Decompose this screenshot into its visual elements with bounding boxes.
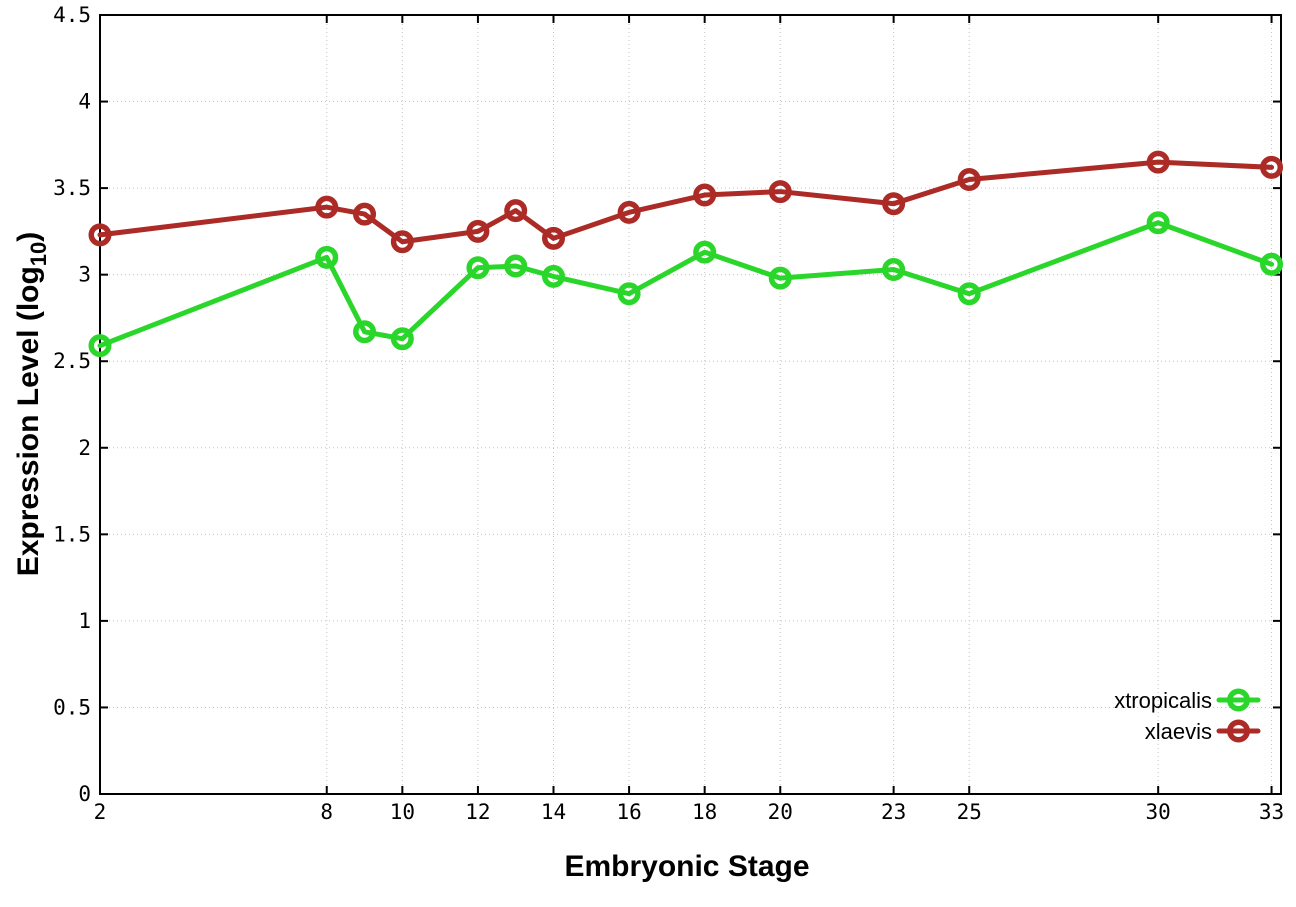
x-tick-label: 23 <box>881 800 906 824</box>
y-tick-label: 1.5 <box>53 522 91 546</box>
series-markers-xlaevis <box>88 150 1284 254</box>
data-point-marker-xtropicalis <box>88 334 112 358</box>
data-point-marker-xlaevis <box>504 199 528 223</box>
series-line-xtropicalis <box>97 220 1275 349</box>
x-axis-title: Embryonic Stage <box>564 850 809 883</box>
legend-label-xlaevis: xlaevis <box>1145 719 1212 744</box>
data-point-marker-xlaevis <box>390 230 414 254</box>
data-point-marker-xlaevis <box>88 223 112 247</box>
x-tick-label: 25 <box>957 800 982 824</box>
data-point-marker-xlaevis <box>617 200 641 224</box>
legend-sample-marker-xtropicalis <box>1227 688 1250 712</box>
data-point-marker-xtropicalis <box>542 264 566 288</box>
y-tick-label: 2.5 <box>53 349 91 373</box>
y-tick-label: 0.5 <box>53 695 91 719</box>
x-tick-label: 30 <box>1146 800 1171 824</box>
y-tick-label: 0 <box>78 782 91 806</box>
legend-entry-xlaevis: xlaevis <box>1145 719 1261 744</box>
series-line-xlaevis <box>97 159 1275 245</box>
data-point-marker-xtropicalis <box>693 240 717 264</box>
x-tick-label: 16 <box>616 800 641 824</box>
x-tick-label: 2 <box>94 800 107 824</box>
data-point-marker-xlaevis <box>693 183 717 207</box>
x-tick-label: 12 <box>465 800 490 824</box>
data-point-marker-xlaevis <box>1260 155 1284 179</box>
data-point-marker-xtropicalis <box>768 266 792 290</box>
data-point-marker-xtropicalis <box>882 257 906 281</box>
x-tick-label: 14 <box>541 800 566 824</box>
x-tick-label: 18 <box>692 800 717 824</box>
y-axis-title: Expression Level (log10) <box>12 232 51 577</box>
x-tick-label: 33 <box>1259 800 1284 824</box>
data-point-marker-xlaevis <box>957 167 981 191</box>
data-point-marker-xtropicalis <box>1146 211 1170 235</box>
grid-lines <box>99 14 1280 795</box>
chart-generated-content: 2 8 10 12 14 16 18 20 23 25 30 33 0 0.5 1 1.5 2 2.5 3 3.5 4 4… <box>53 3 1284 824</box>
legend-entry-xtropicalis: xtropicalis <box>1114 688 1261 713</box>
data-point-marker-xlaevis <box>466 219 490 243</box>
data-point-marker-xtropicalis <box>1260 252 1284 276</box>
y-tick-label: 3.5 <box>53 176 91 200</box>
data-point-marker-xtropicalis <box>390 327 414 351</box>
data-point-marker-xlaevis <box>882 192 906 216</box>
data-point-marker-xlaevis <box>768 180 792 204</box>
x-tick-label: 10 <box>390 800 415 824</box>
legend: xtropicalis xlaevis <box>1114 688 1261 744</box>
y-tick-label: 1 <box>78 609 91 633</box>
data-point-marker-xtropicalis <box>957 282 981 306</box>
data-point-marker-xlaevis <box>1146 150 1170 174</box>
axis-ticks <box>99 14 1281 795</box>
y-tick-label: 2 <box>78 436 91 460</box>
data-point-marker-xtropicalis <box>617 282 641 306</box>
data-point-marker-xlaevis <box>542 226 566 250</box>
plot-border <box>99 14 1282 795</box>
data-point-marker-xlaevis <box>353 202 377 226</box>
x-tick-label: 8 <box>320 800 333 824</box>
x-tick-label: 20 <box>768 800 793 824</box>
y-tick-label: 4 <box>78 90 91 114</box>
y-tick-label: 3 <box>78 263 91 287</box>
data-point-marker-xtropicalis <box>315 245 339 269</box>
data-point-marker-xtropicalis <box>353 320 377 344</box>
series-markers-xtropicalis <box>88 211 1284 358</box>
data-point-marker-xlaevis <box>315 195 339 219</box>
data-point-marker-xtropicalis <box>504 254 528 278</box>
data-point-marker-xtropicalis <box>466 256 490 280</box>
legend-sample-marker-xlaevis <box>1227 719 1250 743</box>
legend-label-xtropicalis: xtropicalis <box>1114 688 1212 713</box>
y-tick-label: 4.5 <box>53 3 91 27</box>
